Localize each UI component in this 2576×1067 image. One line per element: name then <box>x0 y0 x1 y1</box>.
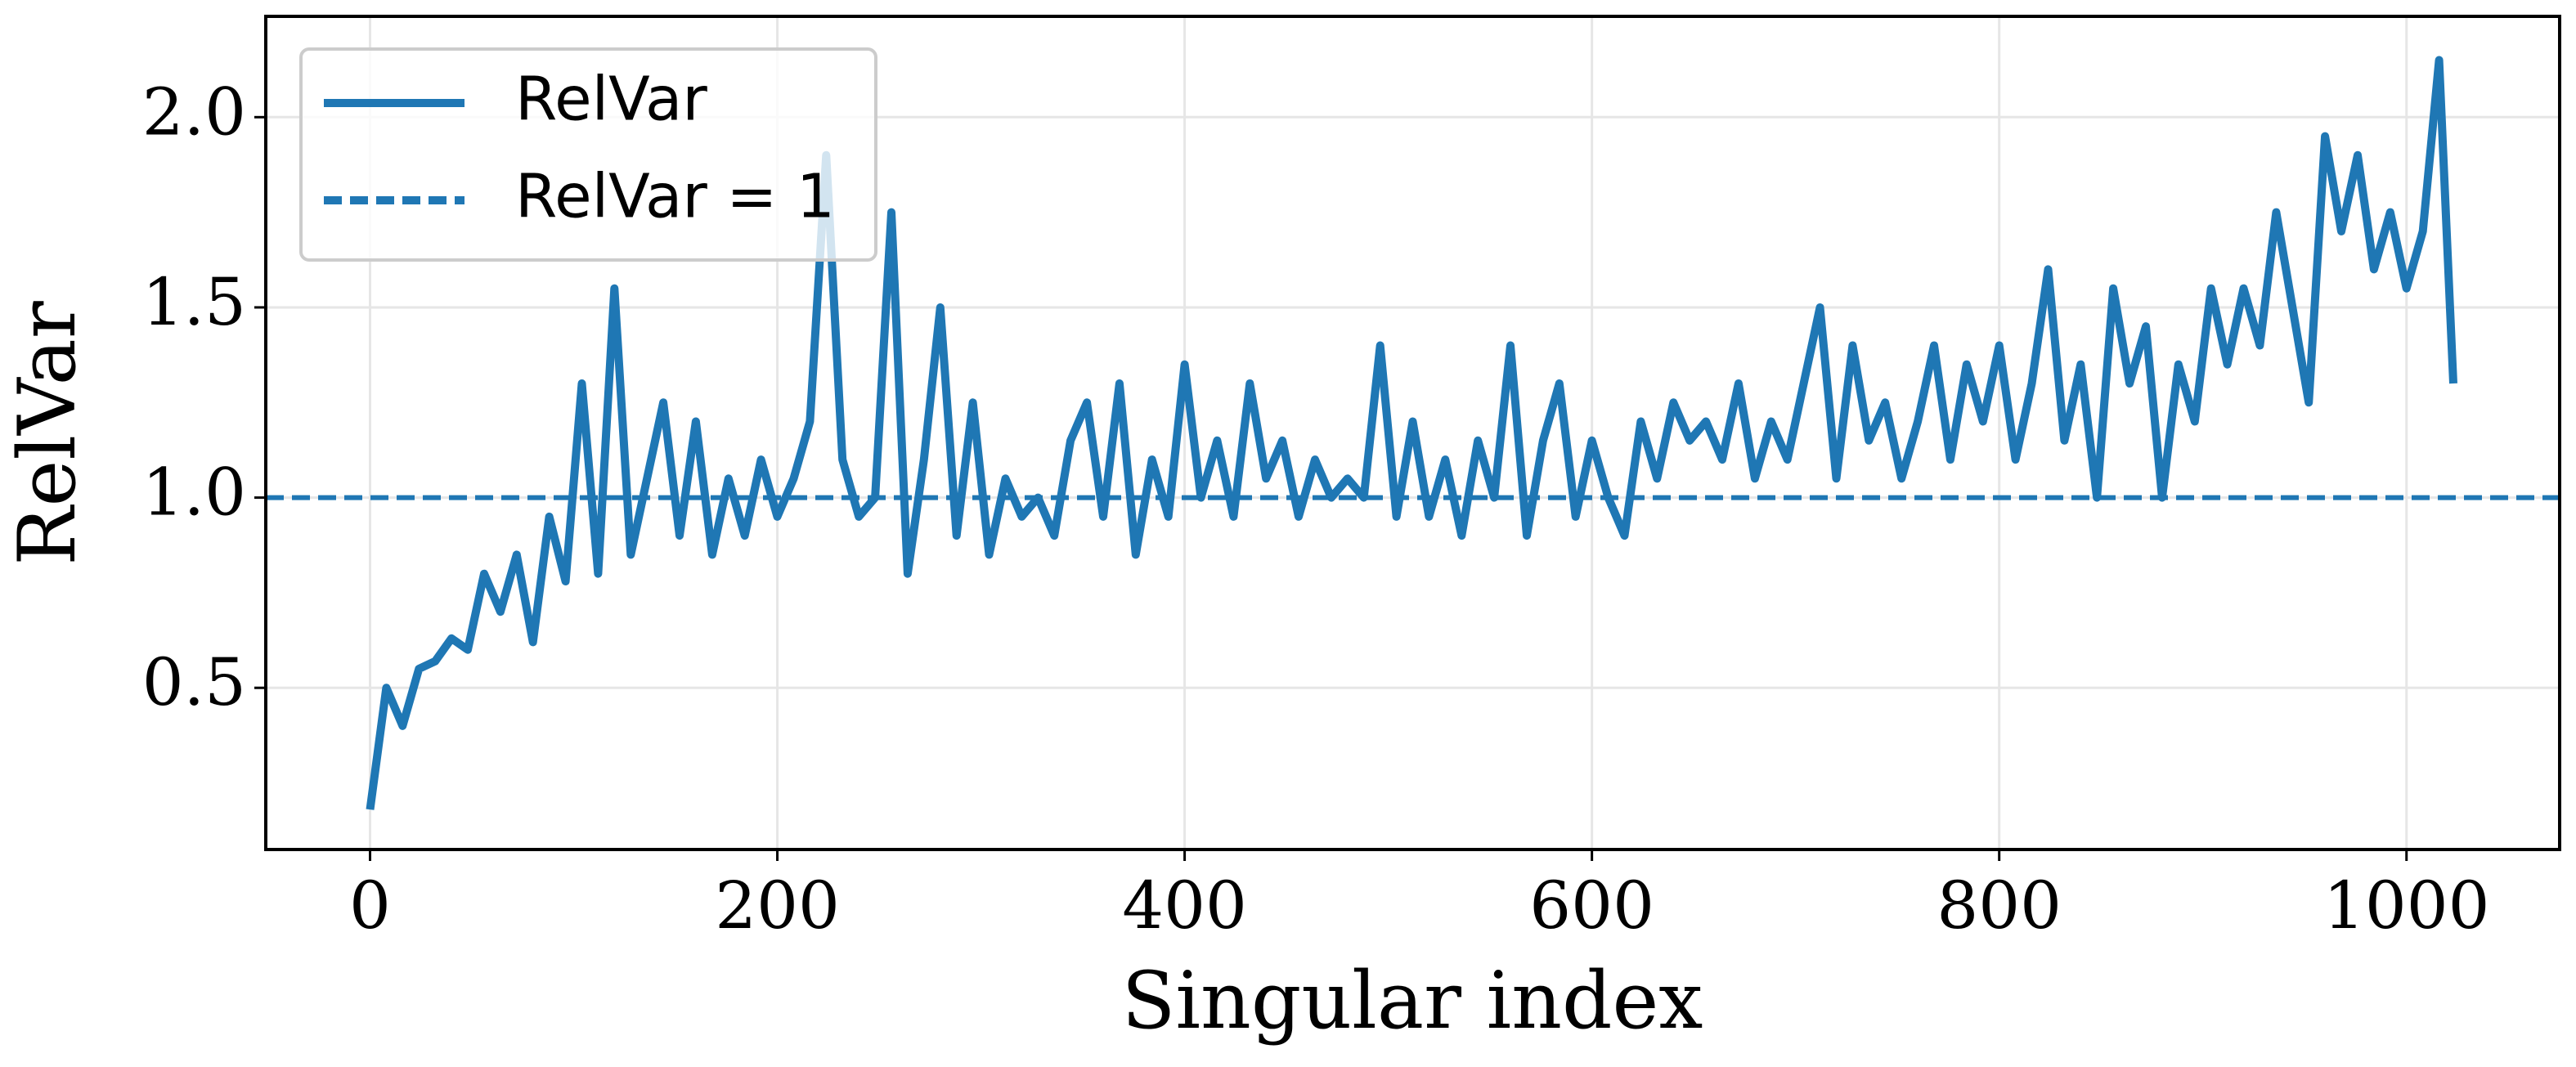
x-tick-label: 400 <box>1122 867 1247 944</box>
x-tick-label: 1000 <box>2323 867 2490 944</box>
y-tick-label: 0.5 <box>142 644 246 720</box>
x-tick-label: 0 <box>349 867 391 944</box>
y-tick-label: 1.5 <box>142 264 246 340</box>
x-tick-label: 800 <box>1936 867 2062 944</box>
y-tick-label: 1.0 <box>142 455 246 531</box>
data-line <box>366 56 2457 810</box>
x-axis-label: Singular index <box>1122 955 1703 1047</box>
x-tick-label: 200 <box>715 867 840 944</box>
y-axis-label: RelVar <box>2 301 93 566</box>
legend-label: RelVar <box>515 65 707 135</box>
legend-label: RelVar = 1 <box>515 162 835 232</box>
x-tick-label: 600 <box>1529 867 1654 944</box>
y-tick-label: 2.0 <box>142 74 246 150</box>
plot-frame <box>264 15 2561 851</box>
